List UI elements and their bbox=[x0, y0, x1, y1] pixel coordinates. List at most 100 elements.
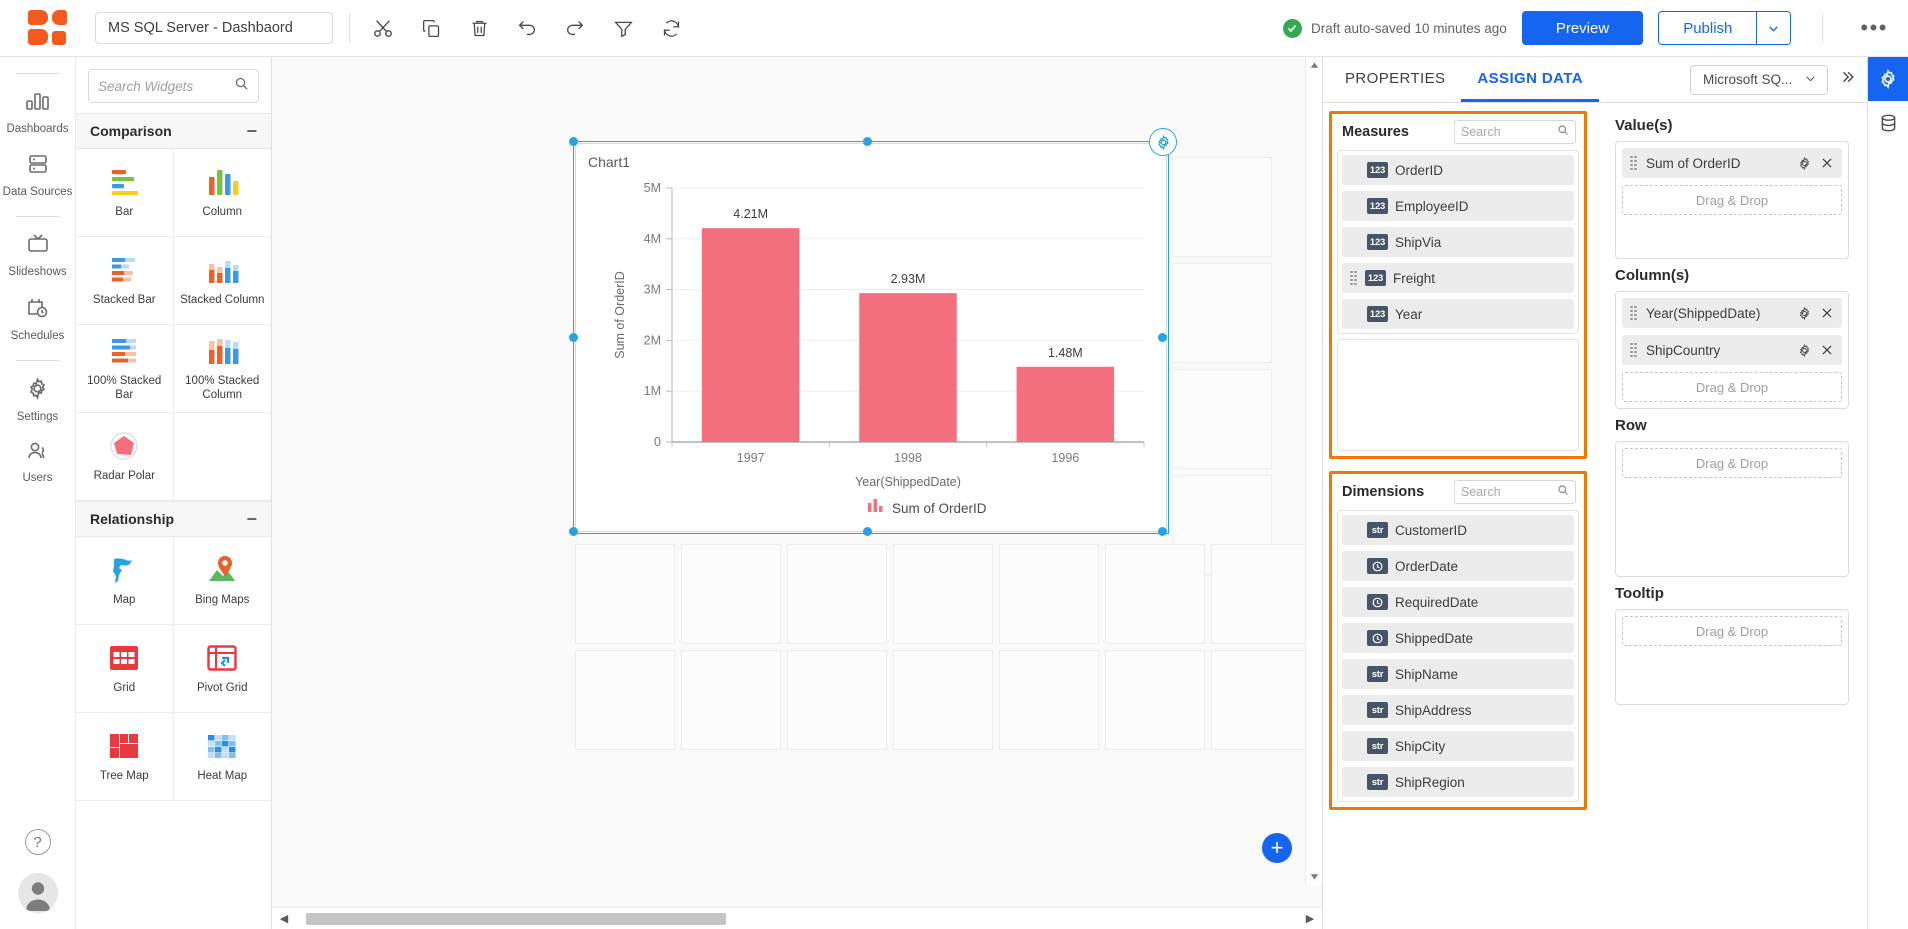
database-icon[interactable] bbox=[1868, 101, 1908, 145]
add-widget-button[interactable]: + bbox=[1262, 833, 1292, 863]
cut-icon[interactable] bbox=[370, 15, 396, 41]
widget-item-stacked-column[interactable]: Stacked Column bbox=[173, 237, 271, 325]
widget-item-100-stacked-column[interactable]: 100% Stacked Column bbox=[173, 325, 271, 413]
collapse-icon[interactable]: − bbox=[246, 121, 257, 141]
measure-field-orderid[interactable]: 123 OrderID bbox=[1342, 155, 1574, 185]
scroll-up-arrow[interactable] bbox=[1306, 57, 1323, 74]
ghost-cell[interactable] bbox=[1172, 263, 1272, 363]
chevron-double-right-icon[interactable] bbox=[1838, 69, 1857, 90]
close-icon[interactable] bbox=[1820, 156, 1834, 170]
scroll-left-arrow[interactable]: ◀ bbox=[279, 913, 289, 925]
drag-handle-icon[interactable] bbox=[1630, 305, 1639, 321]
dashboard-title-input[interactable]: MS SQL Server - Dashbaord bbox=[95, 12, 333, 44]
ghost-cell[interactable] bbox=[1211, 544, 1311, 644]
widget-item-bar[interactable]: Bar bbox=[76, 149, 174, 237]
widget-item-tree-map[interactable]: Tree Map bbox=[76, 713, 174, 801]
drag-handle-icon[interactable] bbox=[1630, 155, 1639, 171]
bucket-tooltip[interactable]: Drag & Drop bbox=[1615, 609, 1849, 705]
ghost-cell[interactable] bbox=[893, 650, 993, 750]
undo-icon[interactable] bbox=[514, 15, 540, 41]
ghost-cell[interactable] bbox=[681, 650, 781, 750]
scroll-right-arrow[interactable]: ▶ bbox=[1305, 913, 1315, 925]
close-icon[interactable] bbox=[1820, 306, 1834, 320]
widget-item-radar-polar[interactable]: Radar Polar bbox=[76, 413, 174, 501]
ghost-cell[interactable] bbox=[1172, 157, 1272, 257]
ghost-cell[interactable] bbox=[1211, 650, 1311, 750]
avatar[interactable] bbox=[17, 873, 58, 913]
widget-item-heat-map[interactable]: Heat Map bbox=[173, 713, 271, 801]
dropzone-tooltip[interactable]: Drag & Drop bbox=[1622, 616, 1842, 646]
sidebar-item-users[interactable]: Users bbox=[0, 431, 76, 492]
gear-icon[interactable] bbox=[1797, 156, 1812, 171]
ghost-cell[interactable] bbox=[681, 544, 781, 644]
bucket-item-year-shippeddate[interactable]: Year(ShippedDate) bbox=[1622, 298, 1842, 328]
resize-handle-bc[interactable] bbox=[863, 527, 872, 536]
widget-section-comparison[interactable]: Comparison − bbox=[76, 113, 271, 149]
sidebar-item-slideshows[interactable]: Slideshows bbox=[0, 223, 76, 286]
widget-settings-gear-icon[interactable] bbox=[1149, 128, 1177, 156]
bucket-columns[interactable]: Year(ShippedDate) ShipCountry bbox=[1615, 291, 1849, 409]
scroll-down-arrow[interactable] bbox=[1306, 868, 1323, 885]
help-icon[interactable]: ? bbox=[24, 829, 51, 855]
dimension-field-shipaddress[interactable]: str ShipAddress bbox=[1342, 695, 1574, 725]
bucket-values[interactable]: Sum of OrderID Drag & Drop bbox=[1615, 141, 1849, 259]
widget-item-bing-maps[interactable]: Bing Maps bbox=[173, 537, 271, 625]
ghost-cell[interactable] bbox=[787, 650, 887, 750]
gear-icon[interactable] bbox=[1797, 306, 1812, 321]
dimension-field-shipname[interactable]: str ShipName bbox=[1342, 659, 1574, 689]
collapse-icon[interactable]: − bbox=[246, 509, 257, 529]
dropzone-values[interactable]: Drag & Drop bbox=[1622, 185, 1842, 215]
dimension-field-customerid[interactable]: str CustomerID bbox=[1342, 515, 1574, 545]
sidebar-item-schedules[interactable]: Schedules bbox=[0, 287, 76, 350]
vertical-scroll-track[interactable] bbox=[1305, 74, 1322, 868]
sidebar-item-dashboards[interactable]: Dashboards bbox=[0, 80, 76, 143]
resize-handle-tl[interactable] bbox=[569, 137, 578, 146]
dimension-field-shipregion[interactable]: str ShipRegion bbox=[1342, 767, 1574, 797]
measure-field-shipvia[interactable]: 123 ShipVia bbox=[1342, 227, 1574, 257]
dimensions-search-input[interactable]: Search bbox=[1454, 480, 1576, 504]
widget-item-100-stacked-bar[interactable]: 100% Stacked Bar bbox=[76, 325, 174, 413]
dimension-field-orderdate[interactable]: OrderDate bbox=[1342, 551, 1574, 581]
gear-icon[interactable] bbox=[1867, 57, 1908, 101]
widget-item-pivot-grid[interactable]: Pivot Grid bbox=[173, 625, 271, 713]
measure-field-year[interactable]: 123 Year bbox=[1342, 299, 1574, 329]
dropzone-columns[interactable]: Drag & Drop bbox=[1622, 372, 1842, 402]
copy-icon[interactable] bbox=[418, 15, 444, 41]
tab-assign-data[interactable]: ASSIGN DATA bbox=[1461, 57, 1599, 102]
ghost-cell[interactable] bbox=[999, 650, 1099, 750]
horizontal-scroll-thumb[interactable] bbox=[306, 912, 726, 925]
ghost-cell[interactable] bbox=[787, 544, 887, 644]
canvas-horizontal-scrollbar[interactable]: ◀ ▶ bbox=[272, 907, 1322, 929]
bucket-item-sum-of-orderid[interactable]: Sum of OrderID bbox=[1622, 148, 1842, 178]
ghost-cell[interactable] bbox=[575, 650, 675, 750]
measure-field-employeeid[interactable]: 123 EmployeeID bbox=[1342, 191, 1574, 221]
ghost-cell[interactable] bbox=[999, 544, 1099, 644]
ghost-cell[interactable] bbox=[575, 544, 675, 644]
preview-button[interactable]: Preview bbox=[1521, 11, 1644, 45]
drag-handle-icon[interactable] bbox=[1350, 270, 1359, 286]
drag-handle-icon[interactable] bbox=[1630, 342, 1639, 358]
app-logo[interactable] bbox=[0, 10, 95, 46]
canvas-vertical-scrollbar[interactable] bbox=[1305, 57, 1322, 885]
more-options-icon[interactable]: ••• bbox=[1860, 15, 1888, 40]
close-icon[interactable] bbox=[1820, 343, 1834, 357]
resize-handle-br[interactable] bbox=[1158, 527, 1167, 536]
sidebar-item-settings[interactable]: Settings bbox=[0, 367, 76, 431]
measure-field-freight[interactable]: 123 Freight bbox=[1342, 263, 1574, 293]
bucket-row[interactable]: Drag & Drop bbox=[1615, 441, 1849, 577]
datasource-select[interactable]: Microsoft SQ... bbox=[1690, 64, 1828, 95]
resize-handle-tc[interactable] bbox=[863, 137, 872, 146]
refresh-icon[interactable] bbox=[658, 15, 684, 41]
resize-handle-ml[interactable] bbox=[569, 333, 578, 342]
chart-widget[interactable]: Chart1 0 1M 2M 3M 4M 5M 4.21M 1997 2.93M 1998 1.48… bbox=[575, 143, 1167, 532]
dimension-field-shippeddate[interactable]: ShippedDate bbox=[1342, 623, 1574, 653]
ghost-cell[interactable] bbox=[1105, 544, 1205, 644]
filter-icon[interactable] bbox=[610, 15, 636, 41]
publish-button[interactable]: Publish bbox=[1659, 12, 1757, 44]
ghost-cell[interactable] bbox=[1105, 650, 1205, 750]
tab-properties[interactable]: PROPERTIES bbox=[1345, 69, 1446, 87]
ghost-cell[interactable] bbox=[893, 544, 993, 644]
widget-item-grid[interactable]: Grid bbox=[76, 625, 174, 713]
redo-icon[interactable] bbox=[562, 15, 588, 41]
measures-search-input[interactable]: Search bbox=[1454, 120, 1576, 144]
